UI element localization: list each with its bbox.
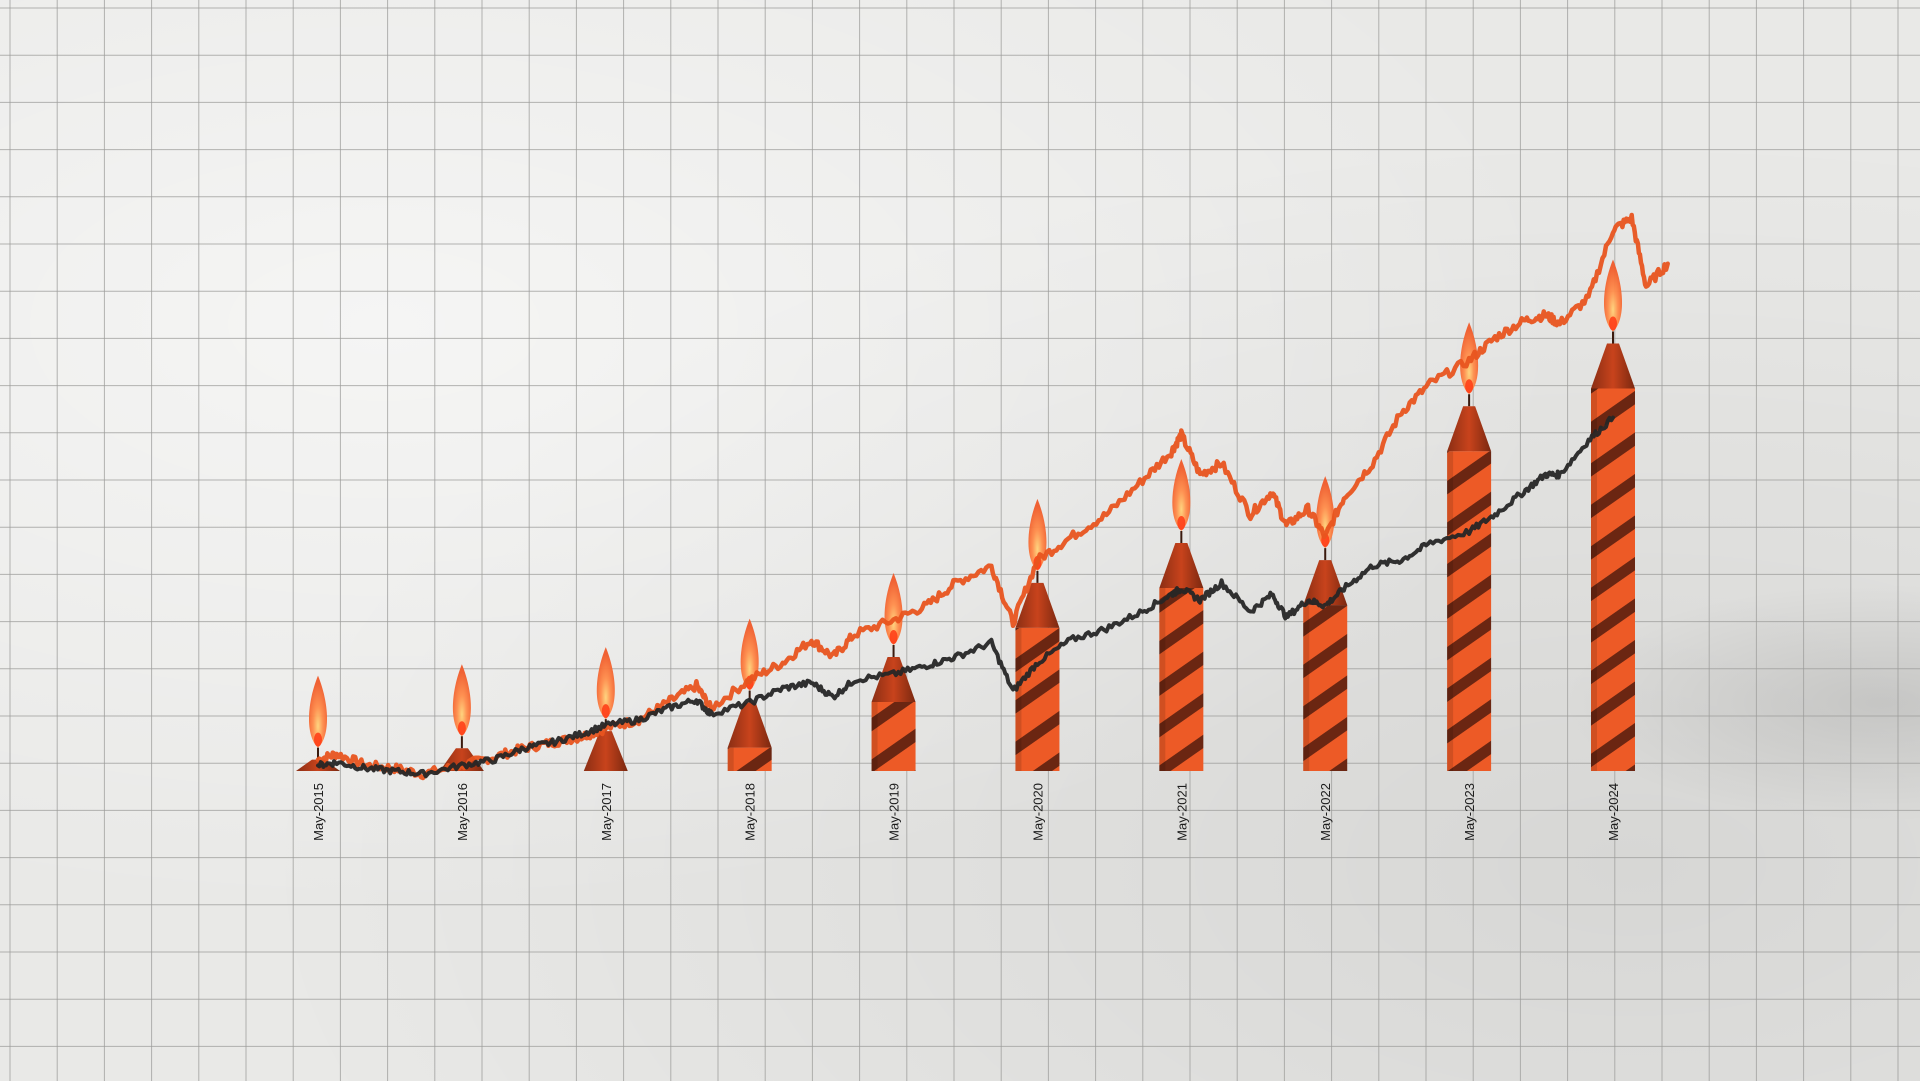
- candle-shade: [871, 702, 878, 771]
- candle: [1015, 498, 1060, 771]
- candle-shade: [1015, 627, 1022, 771]
- series-lines: [315, 212, 1670, 781]
- candle-shade: [1159, 588, 1166, 771]
- candle-body: [1303, 605, 1348, 771]
- candle-flame-core: [314, 732, 322, 747]
- candle-tip: [1447, 406, 1492, 452]
- candle-flame: [452, 664, 471, 737]
- candle-flame: [596, 647, 615, 720]
- candle-body: [1591, 388, 1635, 771]
- x-axis-tick-labels: May-2015 May-2016 May-2017 May-2018 May-2019…: [311, 783, 1621, 841]
- x-tick-label: May-2017: [599, 783, 614, 841]
- candle-tip: [1591, 343, 1635, 389]
- candle-flame-core: [1177, 516, 1186, 530]
- candle-flame: [884, 573, 903, 645]
- candle: [871, 573, 916, 771]
- x-tick-label: May-2021: [1174, 783, 1189, 841]
- candle-flame-core: [1609, 316, 1617, 331]
- candle: [1159, 459, 1204, 771]
- candle-flame: [308, 675, 328, 748]
- candle: [583, 647, 628, 771]
- candle-tip: [583, 731, 628, 771]
- candle-tip: [1015, 582, 1060, 628]
- series-line-orange: [315, 212, 1670, 781]
- candle: [439, 664, 484, 771]
- x-tick-label: May-2023: [1462, 783, 1477, 841]
- candle: [727, 618, 772, 771]
- candle: [1303, 476, 1348, 771]
- candle-body: [727, 747, 772, 771]
- candle-flame: [1603, 259, 1623, 332]
- candle-shade: [1591, 388, 1597, 771]
- candle-shade: [1303, 605, 1310, 771]
- candle-body: [1447, 451, 1492, 771]
- x-tick-label: May-2022: [1318, 783, 1333, 841]
- candle: [1591, 259, 1635, 771]
- candle-body: [871, 702, 916, 771]
- candle-tip: [1303, 560, 1348, 606]
- series-line-black: [316, 415, 1615, 779]
- candle-tip: [727, 702, 772, 748]
- candle-flame-core: [889, 630, 898, 644]
- candle: [1447, 322, 1492, 771]
- x-tick-label: May-2015: [311, 783, 326, 841]
- candle-shade: [727, 747, 734, 771]
- candle-flame: [740, 618, 759, 691]
- candles: [296, 259, 1635, 771]
- candle-flame: [1028, 498, 1047, 571]
- x-tick-label: May-2024: [1606, 783, 1621, 841]
- x-tick-label: May-2016: [455, 783, 470, 841]
- candle-tip: [871, 657, 916, 702]
- candle-flame-core: [601, 704, 610, 719]
- x-tick-label: May-2019: [887, 783, 902, 841]
- x-tick-label: May-2018: [743, 783, 758, 841]
- candle-flame-core: [457, 721, 466, 736]
- candle-shade: [1447, 451, 1454, 771]
- candle-tip: [1159, 543, 1204, 588]
- candle-body: [1159, 588, 1204, 771]
- candle-flame: [1172, 459, 1191, 531]
- candle-flame-core: [1465, 379, 1474, 394]
- x-tick-label: May-2020: [1030, 783, 1045, 841]
